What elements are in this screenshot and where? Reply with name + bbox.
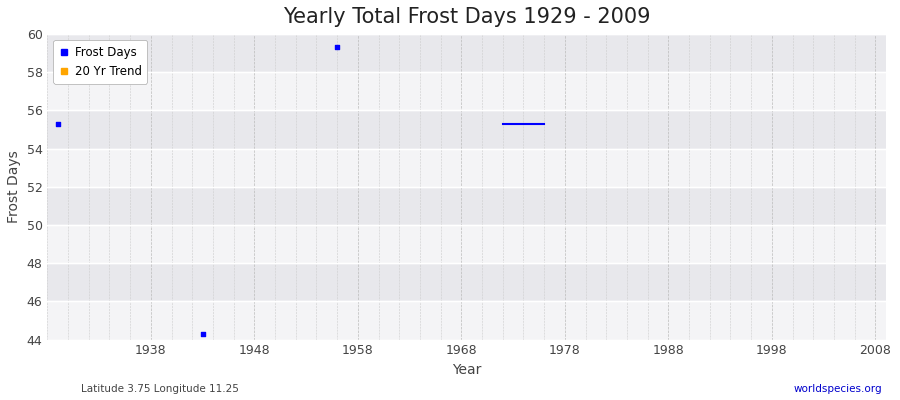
Bar [48,110,886,149]
Title: Yearly Total Frost Days 1929 - 2009: Yearly Total Frost Days 1929 - 2009 [283,7,651,27]
Point [50,121,65,127]
Point [195,331,210,337]
Bar [48,72,886,110]
Bar [48,302,886,340]
Bar [48,149,886,187]
Point [330,44,345,51]
Bar [48,263,886,302]
Y-axis label: Frost Days: Frost Days [7,150,21,223]
Bar [48,187,886,225]
Bar [48,34,886,72]
Bar [48,225,886,263]
Text: worldspecies.org: worldspecies.org [794,384,882,394]
Text: Latitude 3.75 Longitude 11.25: Latitude 3.75 Longitude 11.25 [81,384,239,394]
X-axis label: Year: Year [452,363,482,377]
Legend: Frost Days, 20 Yr Trend: Frost Days, 20 Yr Trend [53,40,148,84]
